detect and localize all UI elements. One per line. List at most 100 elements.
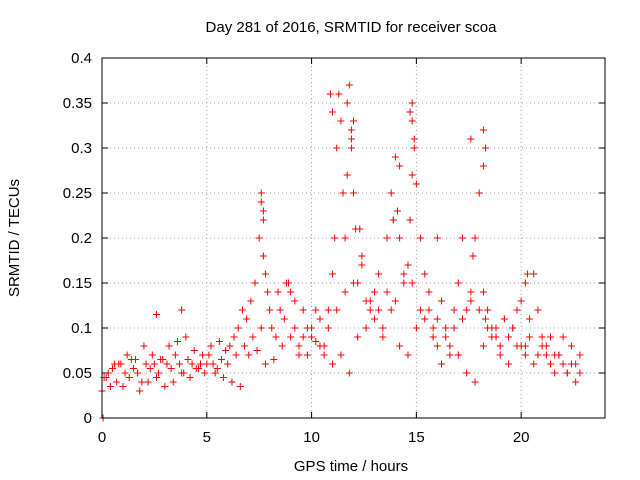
- data-point: [492, 333, 500, 341]
- data-point: [257, 189, 265, 197]
- data-point: [400, 270, 408, 278]
- data-point: [509, 324, 517, 332]
- data-point: [243, 315, 251, 323]
- data-point: [410, 135, 418, 143]
- y-tick-label: 0.05: [63, 365, 92, 382]
- data-point: [255, 234, 263, 242]
- data-point: [341, 234, 349, 242]
- data-point: [408, 279, 416, 287]
- data-point: [467, 135, 475, 143]
- data-point: [324, 324, 332, 332]
- data-point: [347, 135, 355, 143]
- data-point: [383, 288, 391, 296]
- data-point: [513, 306, 521, 314]
- data-point: [274, 288, 282, 296]
- data-point: [391, 297, 399, 305]
- data-point: [226, 342, 234, 350]
- data-point: [350, 279, 357, 287]
- data-point: [157, 356, 165, 363]
- data-point: [505, 333, 513, 341]
- data-point: [521, 279, 529, 287]
- data-point: [278, 342, 286, 350]
- data-point: [523, 270, 531, 278]
- data-point: [547, 360, 555, 368]
- data-point: [215, 338, 223, 345]
- data-point: [236, 383, 244, 390]
- data-point: [245, 351, 253, 359]
- data-point: [542, 351, 550, 359]
- y-axis-label: SRMTID / TECUs: [6, 179, 23, 297]
- data-point: [517, 297, 525, 305]
- data-point: [479, 162, 487, 170]
- data-point: [259, 216, 267, 224]
- data-point: [345, 81, 353, 89]
- data-point: [538, 333, 546, 341]
- data-point: [270, 356, 278, 363]
- data-point: [220, 374, 228, 381]
- data-point: [324, 306, 332, 314]
- data-point: [291, 297, 299, 305]
- data-point: [526, 315, 534, 323]
- data-point: [276, 306, 284, 314]
- data-point: [375, 270, 383, 278]
- grid: [102, 58, 605, 418]
- chart-title: Day 281 of 2016, SRMTID for receiver sco…: [206, 19, 498, 36]
- data-point: [433, 342, 441, 350]
- x-tick-label: 0: [98, 429, 106, 446]
- data-point: [433, 234, 441, 242]
- data-point: [287, 288, 295, 296]
- data-point: [173, 338, 181, 345]
- data-point: [257, 324, 265, 332]
- data-point: [165, 342, 173, 350]
- data-point: [467, 297, 475, 305]
- data-point: [163, 360, 171, 368]
- data-point: [406, 216, 414, 224]
- data-point: [530, 270, 538, 278]
- data-point: [479, 342, 487, 350]
- data-point: [129, 365, 137, 372]
- data-point: [213, 365, 221, 372]
- data-point: [362, 324, 370, 332]
- data-point: [391, 153, 399, 161]
- data-point: [257, 198, 265, 206]
- data-point: [123, 351, 131, 359]
- data-point: [479, 126, 487, 134]
- data-point: [551, 351, 559, 359]
- data-point: [406, 108, 414, 116]
- data-point: [350, 189, 357, 197]
- data-point: [358, 252, 366, 260]
- data-point: [366, 306, 374, 314]
- data-point: [148, 351, 156, 359]
- data-point: [484, 306, 492, 314]
- data-point: [259, 207, 267, 215]
- data-point: [450, 324, 458, 332]
- data-point: [345, 369, 353, 377]
- data-point: [232, 351, 240, 359]
- data-point: [521, 351, 529, 359]
- data-point: [534, 306, 542, 314]
- data-point: [375, 306, 383, 314]
- data-point: [329, 360, 337, 368]
- data-point: [144, 378, 152, 386]
- data-point: [412, 180, 420, 188]
- data-point: [442, 324, 450, 332]
- y-tick-label: 0: [84, 410, 92, 427]
- data-point: [280, 315, 288, 323]
- data-point: [366, 297, 374, 305]
- data-point: [333, 144, 341, 152]
- data-point: [182, 333, 190, 341]
- data-point: [567, 342, 575, 350]
- data-point: [479, 288, 487, 296]
- data-point: [356, 225, 364, 233]
- data-point: [404, 351, 412, 359]
- data-point: [188, 360, 196, 368]
- data-point: [343, 171, 351, 179]
- data-point: [152, 374, 160, 381]
- data-point: [150, 360, 158, 368]
- x-axis-label: GPS time / hours: [294, 458, 408, 475]
- data-point: [421, 270, 429, 278]
- axis-ticks: 0 0.05 0.1 0.15 0.2 0.25 0.3 0.35 0.4 0 5 10 15 20: [63, 50, 605, 446]
- data-point: [396, 342, 404, 350]
- data-point: [209, 360, 217, 368]
